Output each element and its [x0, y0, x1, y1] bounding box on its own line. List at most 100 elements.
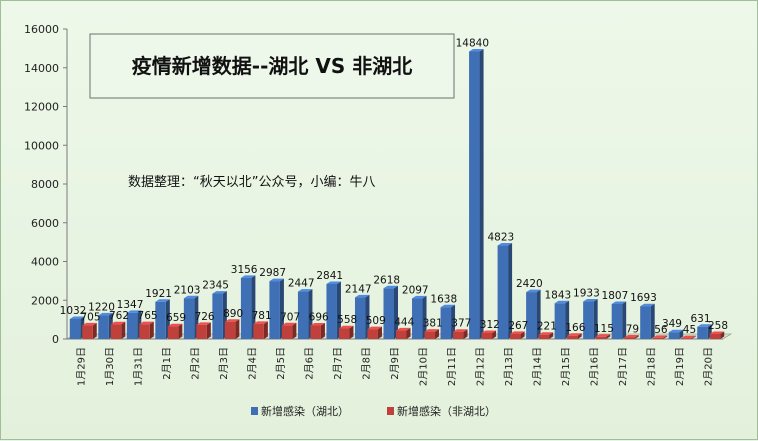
data-label-hubei: 2103 [174, 284, 201, 296]
x-tick-label: 2月17日 [617, 347, 629, 386]
bar-hubei [326, 281, 341, 339]
x-tick-label: 2月1日 [161, 347, 173, 380]
bar-non-hubei [82, 322, 97, 339]
x-tick-label: 2月14日 [532, 347, 544, 386]
data-label-hubei: 2841 [316, 270, 343, 282]
bar-non-hubei [567, 333, 582, 339]
y-tick-label: 10000 [24, 139, 59, 152]
bar-hubei [269, 278, 284, 339]
x-tick-label: 2月18日 [646, 347, 658, 386]
x-tick-label: 1月29日 [75, 347, 87, 386]
legend-label: 新增感染（湖北） [261, 404, 349, 418]
data-label-hubei: 1921 [145, 288, 172, 300]
bar-non-hubei [595, 334, 611, 339]
legend-label: 新增感染（非湖北） [397, 404, 496, 418]
data-label-hubei: 1843 [545, 289, 572, 301]
legend-swatch [251, 407, 258, 415]
data-label-hubei: 1693 [630, 292, 657, 304]
x-tick-label: 1月30日 [104, 347, 116, 386]
x-tick-label: 2月19日 [674, 347, 686, 386]
y-tick-label: 12000 [24, 101, 59, 114]
x-tick-label: 2月6日 [303, 347, 315, 380]
data-label-non-hubei: 558 [337, 314, 357, 326]
data-label-non-hubei: 221 [537, 321, 557, 333]
bar-hubei [583, 299, 598, 339]
data-label-hubei: 1220 [88, 301, 115, 313]
bar-non-hubei [110, 321, 126, 339]
y-tick-label: 14000 [24, 62, 59, 75]
x-tick-label: 1月31日 [132, 347, 144, 386]
bar-hubei [240, 275, 256, 339]
data-label-non-hubei: 79 [626, 323, 639, 335]
data-label-non-hubei: 312 [480, 319, 500, 331]
data-label-non-hubei: 705 [80, 311, 100, 323]
bar-non-hubei [281, 322, 297, 339]
bar-hubei [412, 295, 427, 339]
x-tick-label: 2月16日 [589, 347, 601, 386]
data-label-hubei: 1347 [117, 299, 144, 311]
data-label-hubei: 1933 [573, 288, 600, 300]
bar-hubei [497, 243, 513, 339]
data-label-hubei: 2447 [288, 278, 315, 290]
y-tick-label: 6000 [31, 217, 59, 230]
bar-hubei [611, 301, 627, 339]
bar-hubei [668, 329, 684, 339]
bar-non-hubei [338, 325, 354, 339]
x-tick-label: 2月10日 [418, 347, 430, 386]
x-tick-label: 2月4日 [246, 347, 258, 380]
data-label-hubei: 2147 [345, 283, 372, 295]
x-tick-label: 2月5日 [275, 347, 287, 380]
bar-hubei [440, 304, 456, 339]
data-label-non-hubei: 377 [451, 318, 471, 330]
data-label-non-hubei: 726 [195, 311, 215, 323]
data-label-non-hubei: 381 [423, 318, 443, 330]
bar-hubei [640, 303, 655, 339]
x-tick-label: 2月9日 [389, 347, 401, 380]
data-label-non-hubei: 762 [109, 310, 129, 322]
data-label-hubei: 349 [662, 318, 682, 330]
y-tick-label: 16000 [24, 23, 59, 36]
data-label-non-hubei: 444 [394, 316, 414, 328]
data-label-non-hubei: 765 [138, 310, 158, 322]
bar-hubei [354, 294, 370, 339]
y-tick-label: 0 [52, 333, 59, 346]
bar-non-hubei [367, 326, 382, 339]
data-label-hubei: 2345 [202, 280, 229, 292]
bar-non-hubei [224, 319, 240, 339]
x-tick-label: 2月15日 [560, 347, 572, 386]
bar-non-hubei [139, 321, 154, 339]
bar-non-hubei [253, 321, 268, 339]
data-label-hubei: 3156 [231, 264, 258, 276]
data-label-non-hubei: 115 [594, 323, 614, 335]
data-label-non-hubei: 781 [252, 310, 272, 322]
data-label-hubei: 2420 [516, 278, 543, 290]
data-label-non-hubei: 890 [223, 308, 243, 320]
bar-non-hubei [453, 329, 468, 339]
data-label-hubei: 1807 [602, 290, 629, 302]
legend-swatch [387, 407, 394, 415]
bar-hubei [469, 48, 484, 339]
data-label-hubei: 2987 [259, 267, 286, 279]
bar-non-hubei [481, 330, 497, 339]
data-label-non-hubei: 56 [654, 324, 668, 336]
x-tick-label: 2月13日 [503, 347, 515, 386]
data-label-hubei: 1638 [430, 293, 457, 305]
bar-non-hubei [709, 331, 725, 339]
y-tick-label: 2000 [31, 294, 59, 307]
data-label-hubei: 631 [690, 313, 710, 325]
data-label-non-hubei: 659 [166, 312, 186, 324]
data-label-non-hubei: 258 [708, 320, 728, 332]
data-label-hubei: 2097 [402, 284, 429, 296]
data-label-non-hubei: 45 [683, 324, 696, 336]
bar-hubei [383, 285, 398, 339]
x-tick-label: 2月3日 [218, 347, 230, 380]
x-tick-label: 2月11日 [446, 347, 458, 386]
x-tick-label: 2月8日 [360, 347, 372, 380]
x-tick-label: 2月20日 [703, 347, 715, 386]
data-label-non-hubei: 267 [508, 320, 528, 332]
title-box [89, 33, 455, 99]
bar-non-hubei [196, 322, 211, 339]
data-label-hubei: 2618 [373, 274, 400, 286]
bar-non-hubei [424, 329, 440, 339]
